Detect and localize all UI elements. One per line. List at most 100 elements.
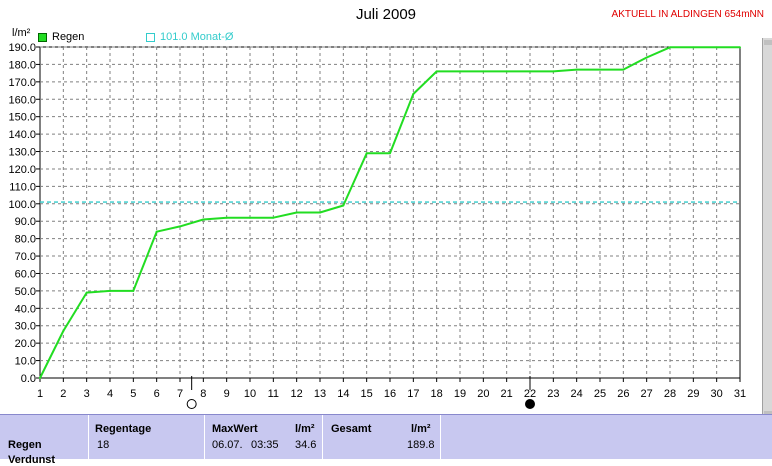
data-point bbox=[575, 68, 578, 71]
data-point bbox=[132, 289, 135, 292]
data-point bbox=[225, 216, 228, 219]
station-label: AKTUELL IN ALDINGEN 654mNN bbox=[611, 9, 764, 20]
x-tick-label: 10 bbox=[244, 388, 256, 400]
y-tick-label: 70.0 bbox=[15, 251, 36, 263]
data-point bbox=[669, 46, 671, 49]
data-point bbox=[39, 377, 41, 379]
x-tick-label: 24 bbox=[571, 388, 583, 400]
data-point bbox=[109, 289, 111, 292]
y-tick-label: 80.0 bbox=[15, 234, 36, 246]
x-tick-label: 22 bbox=[524, 388, 536, 400]
new-moon-icon bbox=[525, 399, 535, 409]
y-tick-label: 120.0 bbox=[8, 164, 36, 176]
y-tick-label: 180.0 bbox=[8, 59, 36, 71]
y-tick-label: 130.0 bbox=[8, 147, 36, 159]
x-tick-label: 28 bbox=[664, 388, 676, 400]
scrollbar-cap-bottom bbox=[764, 411, 772, 416]
y-tick-label: 110.0 bbox=[9, 181, 36, 193]
data-point bbox=[739, 46, 741, 49]
x-tick-label: 1 bbox=[37, 388, 43, 400]
empty-cell bbox=[440, 415, 762, 459]
data-point bbox=[319, 211, 321, 214]
x-tick-label: 25 bbox=[594, 388, 606, 400]
x-tick-label: 16 bbox=[384, 388, 396, 400]
legend-swatch-average bbox=[146, 32, 155, 42]
summary-table: Regen Verdunst Regentage 18 MaxWert l/m²… bbox=[0, 414, 772, 466]
summary-label-cell: Regen Verdunst bbox=[0, 415, 88, 466]
y-tick-label: 170.0 bbox=[8, 77, 36, 89]
maxwert-header: MaxWert bbox=[212, 423, 258, 435]
x-tick-label: 31 bbox=[734, 388, 746, 400]
legend-swatch-regen bbox=[38, 32, 47, 42]
gesamt-header: Gesamt bbox=[331, 423, 372, 435]
data-point bbox=[692, 46, 695, 49]
maxwert-time: 03:35 bbox=[251, 439, 279, 451]
data-point bbox=[249, 216, 251, 219]
x-tick-label: 21 bbox=[501, 388, 513, 400]
legend-item-regen: Regen bbox=[38, 31, 84, 43]
data-point bbox=[179, 225, 181, 228]
x-tick-label: 8 bbox=[200, 388, 206, 400]
y-tick-label: 60.0 bbox=[15, 268, 36, 280]
x-tick-label: 3 bbox=[84, 388, 90, 400]
half-moon-icon bbox=[186, 399, 197, 409]
regentage-cell: Regentage 18 bbox=[88, 415, 204, 459]
scrollbar[interactable] bbox=[762, 38, 772, 418]
maxwert-cell: MaxWert l/m² 06.07. 03:35 34.6 bbox=[204, 415, 322, 459]
data-point bbox=[85, 291, 88, 294]
y-tick-label: 30.0 bbox=[15, 321, 36, 333]
y-tick-label: 160.0 bbox=[8, 94, 36, 106]
data-point bbox=[295, 211, 298, 214]
x-tick-label: 11 bbox=[268, 388, 279, 400]
data-point bbox=[202, 218, 205, 221]
chart-title: Juli 2009 bbox=[355, 6, 417, 23]
summary-row-label-next: Verdunst bbox=[8, 454, 56, 466]
x-tick-label: 29 bbox=[687, 388, 699, 400]
x-tick-label: 7 bbox=[177, 388, 183, 400]
data-point bbox=[482, 70, 485, 73]
legend-item-average: 101.0 Monat-Ø bbox=[146, 31, 233, 43]
y-tick-label: 10.0 bbox=[15, 356, 36, 368]
y-tick-label: 90.0 bbox=[15, 216, 36, 228]
legend-label-average: 101.0 Monat-Ø bbox=[160, 31, 234, 43]
gesamt-value: 189.8 bbox=[407, 439, 435, 451]
regentage-header: Regentage bbox=[95, 423, 152, 435]
data-point bbox=[505, 70, 508, 73]
y-axis-unit: l/m² bbox=[12, 27, 31, 39]
rain-chart: 0.0 10.0 20.0 30.0 40.0 50.0 60.0 70.0 80.0 90.0 1… bbox=[8, 42, 746, 409]
gesamt-unit: l/m² bbox=[411, 423, 431, 435]
data-point bbox=[435, 70, 438, 73]
x-tick-label: 12 bbox=[291, 388, 303, 400]
x-tick-label: 30 bbox=[711, 388, 723, 400]
x-tick-label: 13 bbox=[314, 388, 326, 400]
x-tick-label: 17 bbox=[407, 388, 419, 400]
maxwert-date: 06.07. bbox=[212, 439, 243, 451]
x-tick-label: 23 bbox=[547, 388, 559, 400]
data-point bbox=[622, 68, 625, 71]
y-tick-label: 150.0 bbox=[8, 112, 36, 124]
x-tick-label: 19 bbox=[454, 388, 466, 400]
x-tick-label: 2 bbox=[60, 388, 66, 400]
y-tick-label: 190.0 bbox=[8, 42, 36, 54]
data-point bbox=[715, 46, 718, 49]
data-point bbox=[62, 329, 65, 332]
x-tick-label: 6 bbox=[154, 388, 160, 400]
summary-row-label: Regen bbox=[8, 439, 42, 451]
x-tick-label: 15 bbox=[361, 388, 373, 400]
maxwert-value: 34.6 bbox=[295, 439, 317, 451]
x-tick-label: 20 bbox=[477, 388, 489, 400]
data-point bbox=[529, 70, 531, 73]
gesamt-cell: Gesamt l/m² 189.8 bbox=[322, 415, 440, 459]
data-point bbox=[552, 70, 555, 73]
x-tick-label: 26 bbox=[617, 388, 629, 400]
data-point bbox=[389, 152, 391, 155]
scrollbar-cap-top bbox=[764, 40, 772, 45]
x-tick-label: 18 bbox=[431, 388, 443, 400]
regentage-value: 18 bbox=[97, 439, 110, 451]
x-tick-label: 14 bbox=[337, 388, 349, 400]
x-tick-label: 27 bbox=[641, 388, 653, 400]
legend-label-regen: Regen bbox=[52, 31, 85, 43]
y-tick-label: 40.0 bbox=[15, 303, 36, 315]
data-point bbox=[599, 68, 601, 71]
y-tick-label: 0.0 bbox=[21, 373, 36, 385]
